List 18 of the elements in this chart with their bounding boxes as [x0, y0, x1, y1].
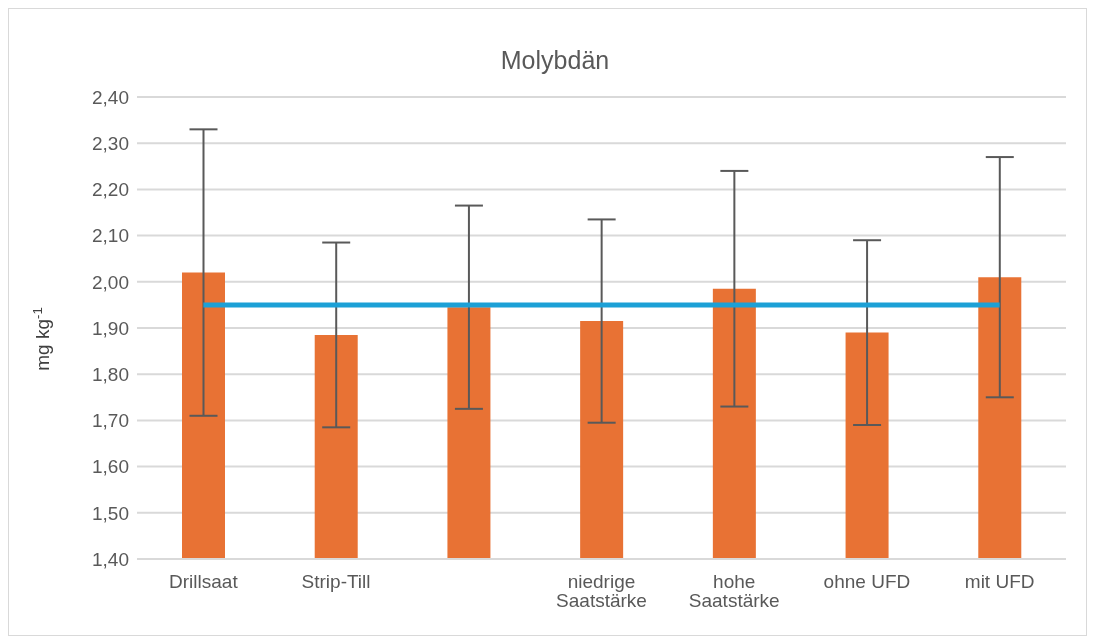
y-tick-label: 2,00	[92, 271, 129, 293]
x-tick-label: ohne UFD	[823, 571, 911, 593]
chart-title: Molybdän	[500, 46, 610, 74]
y-tick-label: 1,60	[92, 456, 129, 478]
y-tick-label: 1,40	[92, 548, 129, 570]
y-tick-label: 1,90	[92, 317, 129, 339]
x-tick-label: mit UFD	[964, 571, 1035, 593]
y-tick-label: 1,80	[92, 363, 129, 385]
y-tick-label: 2,20	[92, 179, 129, 201]
y-tick-label: 2,10	[92, 225, 129, 247]
x-tick-label: niedrige Saatstärke	[556, 571, 647, 612]
y-tick-label: 1,50	[92, 502, 129, 524]
x-tick-label: Strip-Till	[301, 571, 371, 593]
x-tick-label: Drillsaat	[169, 571, 239, 593]
y-tick-label: 2,40	[92, 86, 129, 108]
y-tick-label: 1,70	[92, 410, 129, 432]
x-tick-label: hohe Saatstärke	[688, 571, 780, 612]
y-tick-label: 2,30	[92, 132, 129, 154]
